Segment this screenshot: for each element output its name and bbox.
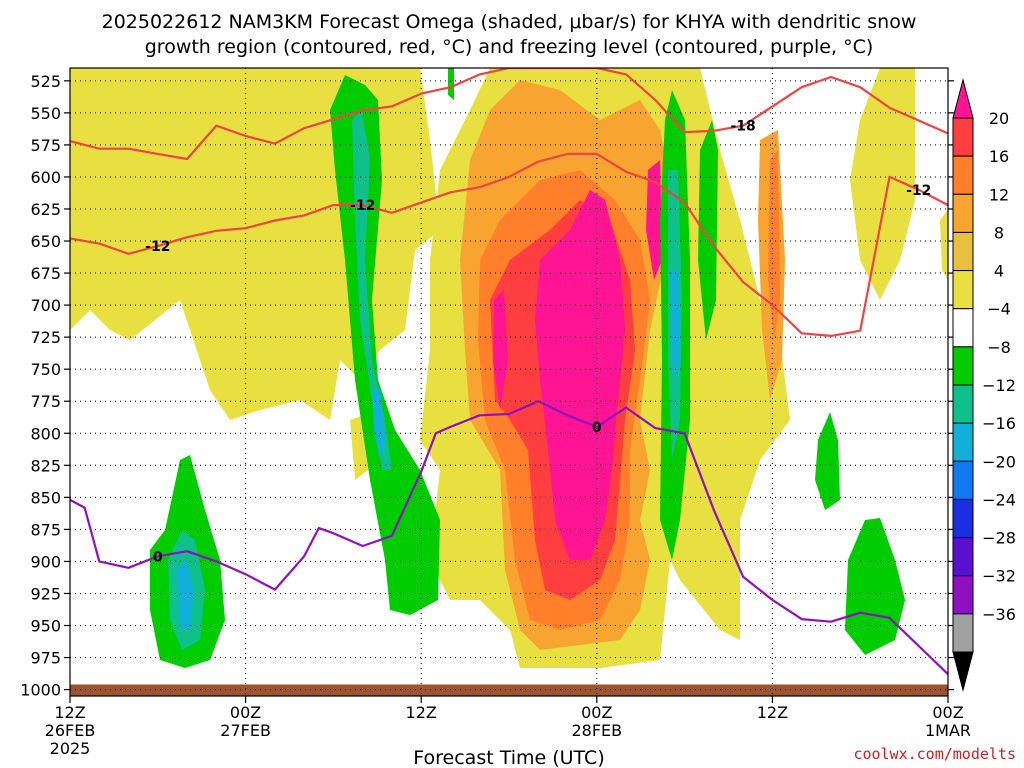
y-tick-label: 750: [30, 360, 61, 379]
y-tick-label: 525: [30, 72, 61, 91]
colorbar-label: −24: [982, 490, 1016, 509]
x-tick-date: 1MAR: [925, 721, 971, 740]
y-tick-label: 650: [30, 232, 61, 251]
colorbar-label: −20: [982, 452, 1016, 471]
colorbar-label: −32: [982, 567, 1016, 586]
colorbar-label: 16: [989, 147, 1009, 166]
chart-title-line1: 2025022612 NAM3KM Forecast Omega (shaded…: [102, 11, 917, 33]
omega-neg12-column: [372, 388, 386, 460]
contour-lines: -12 -12 -12 -18 0 0: [70, 68, 948, 675]
omega-20-region-left: [493, 290, 508, 410]
colorbar-label: −36: [982, 605, 1016, 624]
x-tick-date: 26FEB: [45, 721, 96, 740]
y-tick-label: 975: [30, 649, 61, 668]
y-tick-label: 775: [30, 392, 61, 411]
omega-neg12-early: [176, 560, 194, 630]
y-tick-label: 800: [30, 424, 61, 443]
y-tick-label: 700: [30, 296, 61, 315]
contour-line-1: [70, 68, 948, 161]
omega-20-region-right: [646, 160, 662, 280]
colorbar-top-arrow: [952, 78, 974, 119]
colorbar-label: −28: [982, 529, 1016, 548]
omega-neg4-thin3: [448, 68, 454, 100]
colorbar-label: −8: [987, 338, 1011, 357]
colorbar-segment: [952, 270, 974, 310]
omega-20-region: [535, 190, 625, 560]
colorbar: 20 16 12 8 4 −4 −8 −12 −16 −20 −24 −28 −32 −36: [952, 78, 1016, 692]
colorbar-segment: [952, 384, 974, 424]
colorbar-bottom-arrow: [952, 651, 974, 692]
colorbar-label: −12: [982, 376, 1016, 395]
y-tick-label: 875: [30, 520, 61, 539]
colorbar-segment: [952, 308, 974, 348]
colorbar-label: 20: [989, 109, 1009, 128]
plot-frame: [69, 67, 949, 697]
x-tick-label: 12Z: [406, 703, 437, 722]
y-tick-label: 825: [30, 456, 61, 475]
colorbar-segment: [952, 537, 974, 577]
omega-4-region-far-right: [940, 210, 948, 280]
omega-4-region-right: [850, 68, 915, 300]
omega-shading: [70, 68, 948, 696]
x-tick-label: 00Z: [230, 703, 261, 722]
colorbar-segment: [952, 231, 974, 272]
colorbar-segment: [952, 155, 974, 195]
omega-neg4-thin2: [698, 120, 718, 340]
credit-text: coolwx.com/modelts: [853, 745, 1016, 763]
colorbar-label: 4: [994, 262, 1004, 281]
y-tick-label: 950: [30, 617, 61, 636]
contour-label: -12: [350, 198, 375, 214]
chart-title-line2: growth region (contoured, red, °C) and f…: [145, 36, 874, 58]
terrain-band: [70, 684, 948, 696]
omega-12-region-right: [768, 150, 780, 340]
y-tick-label: 600: [30, 168, 61, 187]
y-tick-label: 900: [30, 552, 61, 571]
x-tick-label: 12Z: [54, 703, 85, 722]
colorbar-segment: [952, 498, 974, 539]
colorbar-label: 8: [994, 223, 1004, 242]
omega-neg4-late: [845, 518, 905, 655]
y-tick-label: 1000: [20, 681, 61, 700]
y-tick-label: 675: [30, 264, 61, 283]
x-tick-date: 28FEB: [571, 721, 622, 740]
omega-neg12-thin: [670, 270, 680, 380]
y-tick-label: 850: [30, 488, 61, 507]
colorbar-segment: [952, 117, 974, 157]
colorbar-segment: [952, 575, 974, 615]
contour-label: 0: [153, 549, 163, 565]
x-tick-label: 12Z: [757, 703, 788, 722]
y-tick-label: 550: [30, 104, 61, 123]
contour-label: -18: [730, 119, 755, 135]
x-tick-label: 00Z: [932, 703, 963, 722]
y-tick-label: 625: [30, 200, 61, 219]
colorbar-label: 12: [989, 185, 1009, 204]
y-axis: 525 550 575 600 625 650 675 700 725 750 775 800 825 8…: [20, 72, 954, 700]
colorbar-segment: [952, 193, 974, 233]
colorbar-segment: [952, 613, 974, 653]
y-tick-label: 575: [30, 136, 61, 155]
x-tick-year: 2025: [50, 739, 91, 758]
contour-label: 0: [592, 420, 602, 436]
contour-line-0: [70, 152, 948, 337]
contour-label: -12: [906, 183, 931, 199]
x-axis-label: Forecast Time (UTC): [413, 747, 604, 768]
colorbar-label: −4: [987, 300, 1011, 319]
colorbar-label: −16: [982, 414, 1016, 433]
x-tick-date: 27FEB: [220, 721, 271, 740]
colorbar-segment: [952, 346, 974, 386]
contour-label: -12: [145, 239, 170, 255]
y-tick-label: 925: [30, 584, 61, 603]
contour-line-2: [70, 400, 948, 675]
colorbar-segment: [952, 460, 974, 500]
x-tick-label: 00Z: [581, 703, 612, 722]
y-tick-label: 725: [30, 328, 61, 347]
colorbar-segment: [952, 422, 974, 462]
omega-neg8-column: [352, 110, 392, 470]
omega-neg4-late-small: [815, 412, 840, 510]
